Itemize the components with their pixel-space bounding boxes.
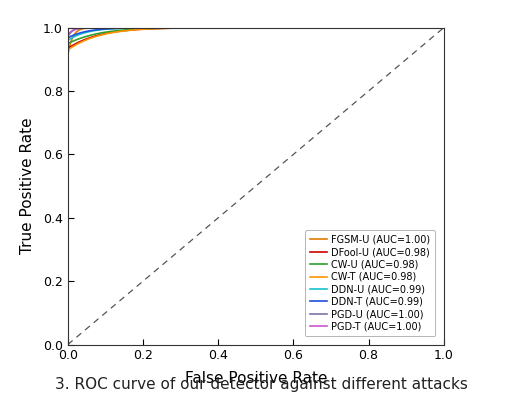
- PGD-T (AUC=1.00): [269, 25, 275, 30]
- PGD-T (AUC=1.00): [244, 25, 250, 30]
- CW-U (AUC=0.98): [420, 25, 426, 30]
- DFool-U (AUC=0.98): [243, 25, 250, 30]
- CW-T (AUC=0.98): [289, 25, 295, 30]
- DDN-T (AUC=0.99): [432, 25, 438, 30]
- PGD-U (AUC=1.00): [244, 25, 250, 30]
- DDN-U (AUC=0.99): [374, 25, 380, 30]
- DDN-U (AUC=0.99): [441, 25, 447, 30]
- Legend: FGSM-U (AUC=1.00), DFool-U (AUC=0.98), CW-U (AUC=0.98), CW-T (AUC=0.98), DDN-U (: FGSM-U (AUC=1.00), DFool-U (AUC=0.98), C…: [305, 230, 435, 337]
- Y-axis label: True Positive Rate: True Positive Rate: [20, 118, 34, 255]
- DDN-U (AUC=0.99): [268, 25, 275, 30]
- X-axis label: False Positive Rate: False Positive Rate: [185, 371, 327, 386]
- Text: 3. ROC curve of our detector against different attacks: 3. ROC curve of our detector against dif…: [55, 377, 467, 392]
- DDN-U (AUC=0.99): [373, 25, 379, 30]
- DDN-U (AUC=0.99): [243, 25, 250, 30]
- FGSM-U (AUC=1.00): [289, 25, 295, 30]
- FGSM-U (AUC=1.00): [441, 25, 447, 30]
- CW-T (AUC=0.98): [65, 48, 71, 52]
- DFool-U (AUC=0.98): [373, 25, 379, 30]
- DDN-T (AUC=0.99): [441, 25, 447, 30]
- FGSM-U (AUC=1.00): [244, 25, 250, 30]
- Line: CW-U (AUC=0.98): CW-U (AUC=0.98): [68, 28, 444, 44]
- CW-U (AUC=0.98): [441, 25, 447, 30]
- PGD-U (AUC=1.00): [269, 25, 275, 30]
- DFool-U (AUC=0.98): [420, 25, 426, 30]
- PGD-U (AUC=1.00): [432, 25, 438, 30]
- CW-T (AUC=0.98): [432, 25, 438, 30]
- CW-U (AUC=0.98): [373, 25, 379, 30]
- PGD-T (AUC=1.00): [194, 25, 200, 30]
- DDN-T (AUC=0.99): [374, 25, 380, 30]
- CW-U (AUC=0.98): [432, 25, 438, 30]
- CW-T (AUC=0.98): [441, 25, 447, 30]
- PGD-T (AUC=1.00): [441, 25, 447, 30]
- PGD-T (AUC=1.00): [432, 25, 438, 30]
- CW-T (AUC=0.98): [373, 25, 379, 30]
- CW-U (AUC=0.98): [245, 25, 252, 30]
- DDN-U (AUC=0.99): [245, 25, 252, 30]
- FGSM-U (AUC=1.00): [246, 25, 253, 30]
- PGD-U (AUC=1.00): [246, 25, 253, 30]
- Line: DDN-U (AUC=0.99): DDN-U (AUC=0.99): [68, 28, 444, 40]
- FGSM-U (AUC=1.00): [432, 25, 438, 30]
- DDN-T (AUC=0.99): [289, 25, 295, 30]
- CW-U (AUC=0.98): [65, 41, 71, 46]
- CW-T (AUC=0.98): [245, 25, 252, 30]
- DDN-U (AUC=0.99): [432, 25, 438, 30]
- Line: PGD-T (AUC=1.00): PGD-T (AUC=1.00): [68, 28, 444, 35]
- PGD-T (AUC=1.00): [289, 25, 295, 30]
- DFool-U (AUC=0.98): [65, 46, 71, 51]
- FGSM-U (AUC=1.00): [198, 25, 204, 30]
- DDN-T (AUC=0.99): [372, 25, 378, 30]
- FGSM-U (AUC=1.00): [269, 25, 275, 30]
- Line: FGSM-U (AUC=1.00): FGSM-U (AUC=1.00): [68, 28, 444, 55]
- DFool-U (AUC=0.98): [289, 25, 295, 30]
- DDN-T (AUC=0.99): [243, 25, 250, 30]
- Line: DFool-U (AUC=0.98): DFool-U (AUC=0.98): [68, 28, 444, 48]
- PGD-T (AUC=1.00): [374, 25, 380, 30]
- Line: DDN-T (AUC=0.99): DDN-T (AUC=0.99): [68, 28, 444, 38]
- CW-T (AUC=0.98): [420, 25, 426, 30]
- DDN-T (AUC=0.99): [65, 36, 71, 40]
- FGSM-U (AUC=1.00): [65, 52, 71, 57]
- CW-T (AUC=0.98): [243, 25, 250, 30]
- DFool-U (AUC=0.98): [245, 25, 252, 30]
- CW-T (AUC=0.98): [268, 25, 275, 30]
- CW-U (AUC=0.98): [268, 25, 275, 30]
- Line: CW-T (AUC=0.98): CW-T (AUC=0.98): [68, 28, 444, 50]
- DDN-T (AUC=0.99): [245, 25, 252, 30]
- PGD-U (AUC=1.00): [195, 25, 201, 30]
- DFool-U (AUC=0.98): [268, 25, 275, 30]
- CW-U (AUC=0.98): [243, 25, 250, 30]
- CW-U (AUC=0.98): [289, 25, 295, 30]
- PGD-T (AUC=1.00): [246, 25, 253, 30]
- PGD-T (AUC=1.00): [65, 33, 71, 38]
- PGD-U (AUC=1.00): [289, 25, 295, 30]
- PGD-U (AUC=1.00): [374, 25, 380, 30]
- DFool-U (AUC=0.98): [432, 25, 438, 30]
- DDN-T (AUC=0.99): [268, 25, 275, 30]
- FGSM-U (AUC=1.00): [374, 25, 380, 30]
- DDN-U (AUC=0.99): [289, 25, 295, 30]
- Line: PGD-U (AUC=1.00): PGD-U (AUC=1.00): [68, 28, 444, 36]
- DFool-U (AUC=0.98): [441, 25, 447, 30]
- PGD-U (AUC=1.00): [65, 34, 71, 39]
- PGD-U (AUC=1.00): [441, 25, 447, 30]
- DDN-U (AUC=0.99): [65, 38, 71, 43]
